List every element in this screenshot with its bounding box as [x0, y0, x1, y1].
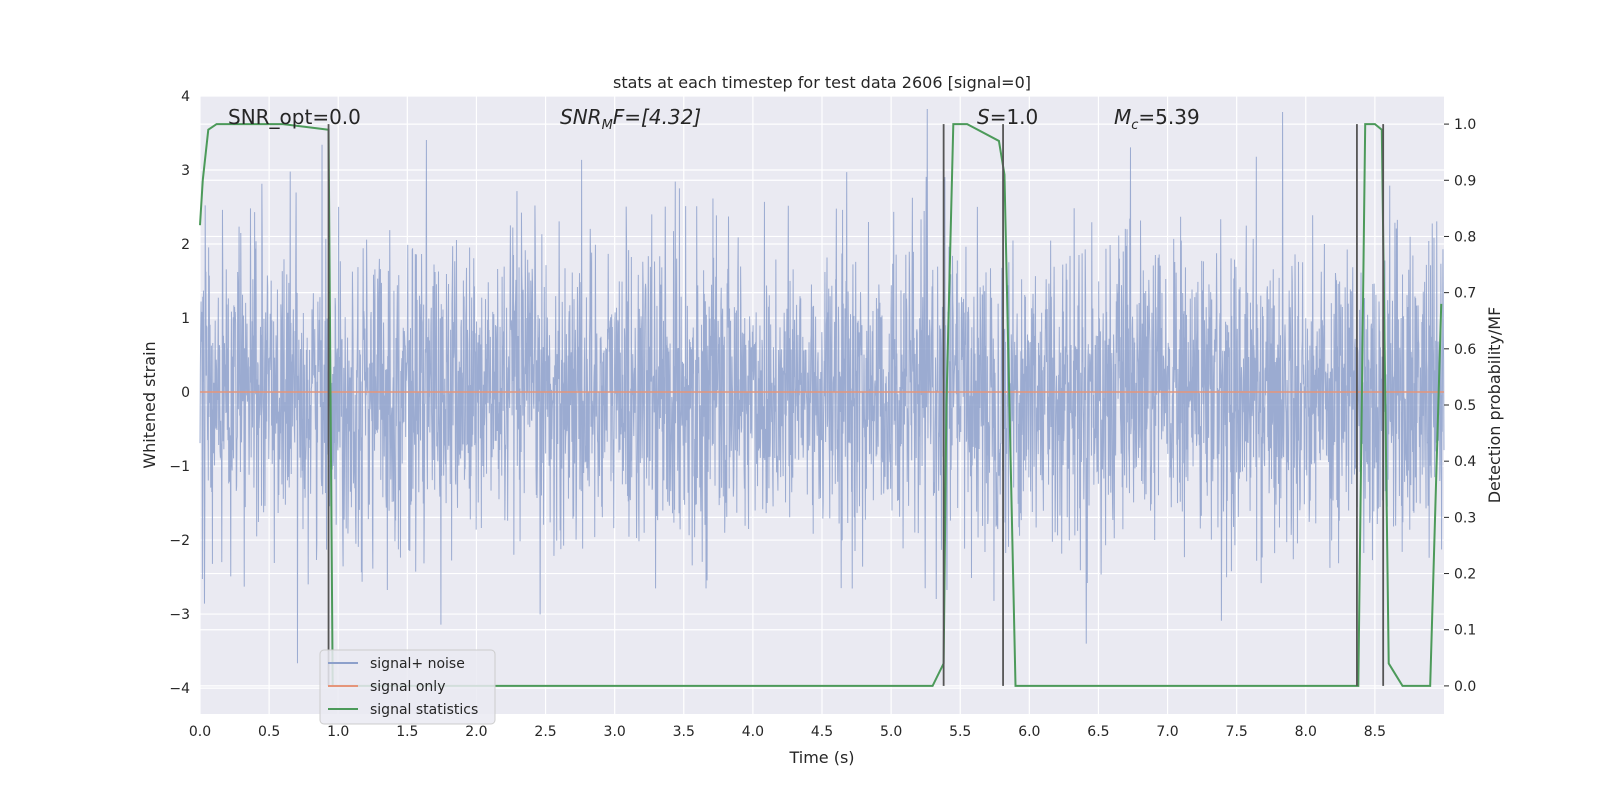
x-tick-labels: 0.0 0.5 1.0 1.5 2.0 2.5 3.0 3.5 4.0 4.5 5.0 5.5 6.0 6… — [189, 724, 1386, 740]
x-tick-label: 5.0 — [880, 724, 902, 740]
signal-statistics-series — [199, 123, 1443, 687]
y-tick-label: 0 — [181, 385, 190, 401]
annotation-snr-mf: SNRMF=[4.32] — [560, 105, 701, 133]
annotation-snr-mf-main: SNR — [560, 105, 602, 129]
y-tick-labels: 4 3 2 1 0 −1 −2 −3 −4 — [169, 89, 190, 697]
x-tick-label: 0.0 — [189, 724, 211, 740]
signal-statistics-line — [199, 123, 1443, 687]
annotation-mc-main: M — [1114, 105, 1131, 129]
x-tick-label: 0.5 — [258, 724, 280, 740]
noise-line — [199, 108, 1445, 664]
y-tick-label: −3 — [169, 607, 190, 623]
chart-title: stats at each timestep for test data 260… — [613, 73, 1031, 92]
y-tick-label: 3 — [181, 163, 190, 179]
x-tick-label: 3.5 — [673, 724, 695, 740]
x-tick-label: 7.5 — [1226, 724, 1248, 740]
x-tick-label: 6.0 — [1018, 724, 1040, 740]
noise-series — [199, 108, 1445, 664]
annotation-snr-opt: SNR_opt=0.0 — [228, 105, 361, 129]
annotation-snr-mf-sub: M — [602, 118, 613, 133]
annotation-s: S=1.0 — [977, 105, 1038, 129]
y2-tick-label: 0.5 — [1454, 398, 1476, 414]
y2-tick-label: 0.4 — [1454, 454, 1476, 470]
x-tick-label: 8.0 — [1295, 724, 1317, 740]
x-tick-label: 2.0 — [465, 724, 487, 740]
annotation-mc: Mc=5.39 — [1114, 105, 1200, 133]
x-tick-label: 4.5 — [811, 724, 833, 740]
y2-tick-label: 0.7 — [1454, 286, 1476, 302]
y-tick-label: −4 — [169, 681, 190, 697]
x-tick-label: 1.5 — [396, 724, 418, 740]
y-tick-label: 4 — [181, 89, 190, 105]
x-axis-label: Time (s) — [788, 748, 854, 767]
x-tick-label: 4.0 — [742, 724, 764, 740]
x-tick-label: 3.0 — [604, 724, 626, 740]
legend-label-statistics: signal statistics — [370, 702, 478, 718]
x-tick-label: 1.0 — [327, 724, 349, 740]
y2-tick-label: 0.3 — [1454, 510, 1476, 526]
x-tick-label: 6.5 — [1087, 724, 1109, 740]
y-tick-label: −2 — [169, 533, 190, 549]
y-tick-label: 1 — [181, 311, 190, 327]
y-tick-label: −1 — [169, 459, 190, 475]
annotation-s-main: S — [977, 105, 990, 129]
annotation-snr-mf-tail: F=[4.32] — [613, 105, 701, 129]
y2-tick-label: 0.2 — [1454, 567, 1476, 583]
y2-tick-label: 0.9 — [1454, 173, 1476, 189]
annotation-mc-tail: =5.39 — [1138, 105, 1199, 129]
annotation-s-tail: =1.0 — [990, 105, 1039, 129]
y2-tick-label: 0.6 — [1454, 342, 1476, 358]
y2-tick-label: 1.0 — [1454, 117, 1476, 133]
x-tick-label: 8.5 — [1364, 724, 1386, 740]
y-tick-label: 2 — [181, 237, 190, 253]
legend: signal+ noise signal only signal statist… — [319, 649, 496, 725]
x-tick-label: 7.0 — [1156, 724, 1178, 740]
annotation-mc-sub: c — [1131, 118, 1138, 133]
x-tick-label: 5.5 — [949, 724, 971, 740]
y-axis-label: Whitened strain — [140, 341, 159, 468]
legend-label-noise: signal+ noise — [370, 656, 465, 672]
legend-label-signal-only: signal only — [370, 679, 445, 695]
y2-tick-label: 0.0 — [1454, 679, 1476, 695]
legend-box — [319, 649, 496, 725]
y2-tick-label: 0.8 — [1454, 229, 1476, 245]
y2-tick-label: 0.1 — [1454, 623, 1476, 639]
vertical-markers — [327, 124, 1385, 686]
x-tick-label: 2.5 — [534, 724, 556, 740]
y2-axis-label: Detection probability/MF — [1485, 307, 1504, 504]
y2-tick-labels: 1.0 0.9 0.8 0.7 0.6 0.5 0.4 0.3 0.2 0.1 0.0 — [1444, 117, 1476, 695]
